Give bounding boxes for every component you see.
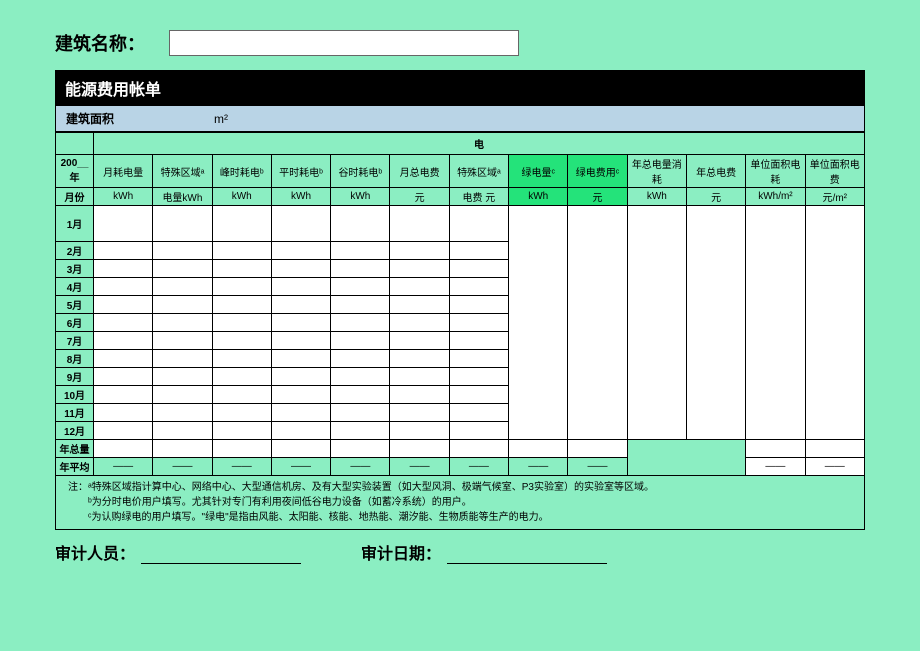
note-a: ᵃ特殊区域指计算中心、网络中心、大型通信机房、及有大型实验装置（如大型风洞、极端… bbox=[88, 482, 654, 493]
header-row: 建筑名称： bbox=[55, 30, 865, 56]
building-area-unit: m² bbox=[214, 112, 228, 126]
audit-date-line[interactable] bbox=[447, 546, 607, 564]
note-c: ᶜ为认购绿电的用户填写。"绿电"是指由风能、太阳能、核能、地热能、潮汐能、生物质… bbox=[88, 512, 549, 523]
notes-block: 注：ᵃ特殊区域指计算中心、网络中心、大型通信机房、及有大型实验装置（如大型风洞、… bbox=[55, 476, 865, 530]
section-title: 能源费用帐单 bbox=[55, 70, 865, 106]
building-name-label: 建筑名称： bbox=[55, 30, 145, 56]
auditor-line[interactable] bbox=[141, 546, 301, 564]
audit-date-field: 审计日期： bbox=[361, 540, 607, 564]
notes-prefix: 注： bbox=[68, 482, 88, 493]
audit-date-label: 审计日期： bbox=[361, 540, 441, 564]
note-b: ᵇ为分时电价用户填写。尤其针对专门有利用夜间低谷电力设备（如蓄冷系统）的用户。 bbox=[88, 497, 472, 508]
auditor-label: 审计人员： bbox=[55, 540, 135, 564]
page: 建筑名称： 能源费用帐单 建筑面积 m² 电200__年月耗电量特殊区域ᵃ峰时耗… bbox=[0, 0, 920, 651]
building-area-label: 建筑面积 bbox=[66, 110, 114, 127]
building-area-row: 建筑面积 m² bbox=[55, 106, 865, 132]
building-name-input[interactable] bbox=[169, 30, 519, 56]
auditor-field: 审计人员： bbox=[55, 540, 301, 564]
footer-row: 审计人员： 审计日期： bbox=[55, 540, 865, 564]
energy-table: 电200__年月耗电量特殊区域ᵃ峰时耗电ᵇ平时耗电ᵇ谷时耗电ᵇ月总电费特殊区域ᵃ… bbox=[55, 132, 865, 476]
